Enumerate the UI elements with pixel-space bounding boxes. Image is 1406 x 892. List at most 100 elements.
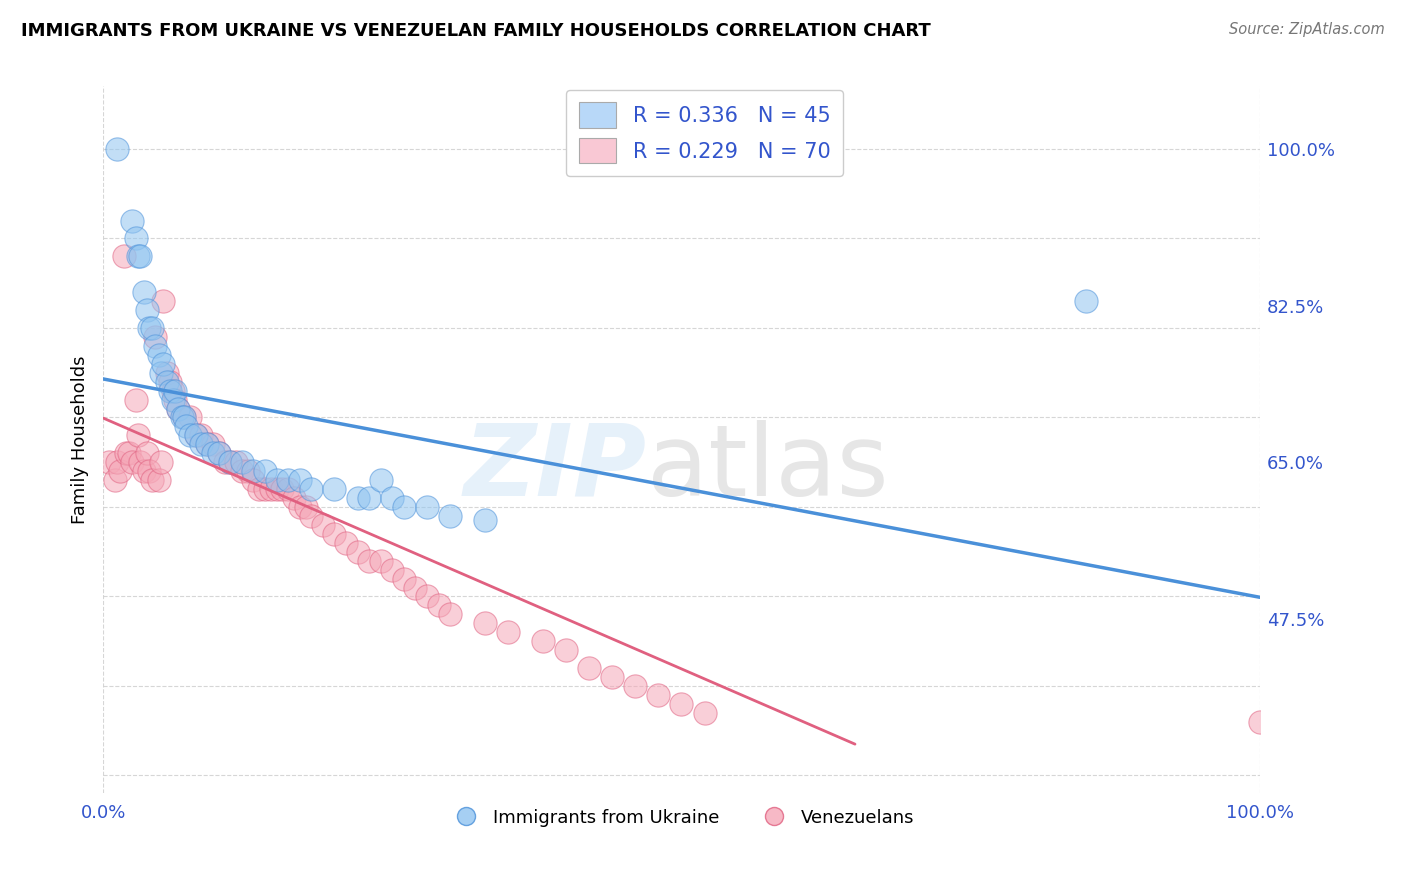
Text: IMMIGRANTS FROM UKRAINE VS VENEZUELAN FAMILY HOUSEHOLDS CORRELATION CHART: IMMIGRANTS FROM UKRAINE VS VENEZUELAN FA…: [21, 22, 931, 40]
Point: [162, 392, 184, 407]
Point: [288, 473, 311, 487]
Point: [392, 500, 415, 514]
Point: [112, 249, 135, 263]
Point: [271, 482, 294, 496]
Point: [531, 634, 554, 648]
Point: [159, 384, 181, 398]
Point: [104, 473, 127, 487]
Point: [381, 563, 404, 577]
Point: [242, 464, 264, 478]
Point: [127, 428, 149, 442]
Point: [148, 348, 170, 362]
Point: [208, 446, 231, 460]
Point: [416, 590, 439, 604]
Point: [179, 410, 201, 425]
Point: [208, 446, 231, 460]
Point: [156, 375, 179, 389]
Text: Source: ZipAtlas.com: Source: ZipAtlas.com: [1229, 22, 1385, 37]
Point: [496, 625, 519, 640]
Point: [152, 294, 174, 309]
Point: [225, 455, 247, 469]
Point: [299, 508, 322, 523]
Point: [163, 392, 186, 407]
Point: [136, 446, 159, 460]
Point: [323, 482, 346, 496]
Point: [247, 482, 270, 496]
Point: [148, 473, 170, 487]
Point: [121, 213, 143, 227]
Point: [624, 679, 647, 693]
Point: [312, 517, 335, 532]
Point: [600, 670, 623, 684]
Point: [578, 661, 600, 675]
Text: ZIP: ZIP: [464, 419, 647, 516]
Point: [138, 464, 160, 478]
Point: [254, 464, 277, 478]
Point: [1076, 294, 1098, 309]
Point: [231, 464, 253, 478]
Point: [167, 401, 190, 416]
Point: [195, 437, 218, 451]
Point: [346, 491, 368, 505]
Point: [179, 428, 201, 442]
Point: [173, 410, 195, 425]
Point: [474, 513, 496, 527]
Point: [323, 526, 346, 541]
Point: [277, 473, 299, 487]
Point: [156, 366, 179, 380]
Point: [97, 455, 120, 469]
Point: [693, 706, 716, 720]
Point: [159, 375, 181, 389]
Point: [149, 366, 172, 380]
Point: [202, 437, 225, 451]
Point: [260, 482, 283, 496]
Point: [124, 392, 146, 407]
Point: [110, 464, 132, 478]
Point: [236, 464, 259, 478]
Point: [190, 437, 212, 451]
Point: [162, 384, 184, 398]
Point: [127, 249, 149, 263]
Point: [138, 321, 160, 335]
Point: [219, 455, 242, 469]
Point: [671, 697, 693, 711]
Point: [242, 473, 264, 487]
Point: [132, 285, 155, 300]
Point: [266, 473, 288, 487]
Point: [370, 554, 392, 568]
Point: [381, 491, 404, 505]
Point: [277, 482, 299, 496]
Point: [416, 500, 439, 514]
Point: [143, 330, 166, 344]
Point: [136, 303, 159, 318]
Point: [195, 437, 218, 451]
Point: [170, 410, 193, 425]
Point: [404, 581, 426, 595]
Point: [152, 357, 174, 371]
Point: [176, 419, 198, 434]
Point: [283, 491, 305, 505]
Y-axis label: Family Households: Family Households: [72, 356, 89, 524]
Point: [359, 491, 381, 505]
Point: [167, 401, 190, 416]
Point: [105, 455, 128, 469]
Text: atlas: atlas: [647, 419, 889, 516]
Point: [254, 482, 277, 496]
Point: [173, 410, 195, 425]
Point: [143, 339, 166, 353]
Point: [190, 428, 212, 442]
Point: [439, 508, 461, 523]
Point: [141, 473, 163, 487]
Point: [184, 428, 207, 442]
Point: [141, 321, 163, 335]
Point: [370, 473, 392, 487]
Point: [163, 384, 186, 398]
Point: [105, 142, 128, 156]
Point: [149, 455, 172, 469]
Point: [129, 249, 152, 263]
Point: [335, 535, 357, 549]
Point: [647, 688, 669, 702]
Point: [294, 500, 316, 514]
Point: [117, 446, 139, 460]
Point: [427, 599, 450, 613]
